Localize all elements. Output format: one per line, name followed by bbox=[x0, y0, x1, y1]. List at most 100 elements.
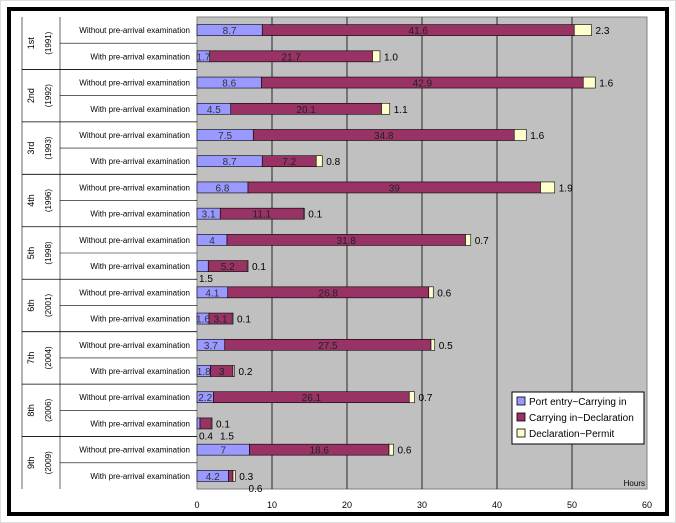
group-year-label: (1992) bbox=[44, 84, 53, 107]
subcategory-label: With pre-arrival examination bbox=[90, 210, 190, 219]
x-tick-label: 20 bbox=[342, 500, 352, 510]
group-year-label: (1998) bbox=[44, 241, 53, 264]
value-label: 0.1 bbox=[237, 315, 251, 326]
value-label: 4.1 bbox=[205, 288, 219, 299]
group-year: (2004) bbox=[44, 346, 53, 369]
group-ordinal: 1st bbox=[26, 37, 36, 50]
bar-segment bbox=[315, 155, 323, 168]
value-label: 0.4 bbox=[199, 432, 213, 443]
value-label: 0.6 bbox=[398, 446, 412, 457]
category-labels: 1st (1991) Without pre-arrival examination… bbox=[26, 26, 190, 481]
value-label: 20.1 bbox=[296, 105, 316, 116]
bar-segment bbox=[196, 417, 201, 430]
group-year-label: (2004) bbox=[44, 346, 53, 369]
group-year: (2009) bbox=[44, 451, 53, 474]
subcategory-label: With pre-arrival examination bbox=[90, 52, 190, 61]
group-ordinal: 4th bbox=[26, 194, 36, 207]
group-year: (1998) bbox=[44, 241, 53, 264]
value-label: 0.6 bbox=[437, 288, 451, 299]
legend: Port entry~Carrying in Carrying in~Decla… bbox=[511, 391, 645, 445]
subcategory-label: Without pre-arrival examination bbox=[79, 393, 190, 402]
bar-segment bbox=[372, 50, 381, 63]
subcategory-label: With pre-arrival examination bbox=[90, 262, 190, 271]
group-year: (2006) bbox=[44, 398, 53, 421]
group-year-label: (1996) bbox=[44, 189, 53, 212]
bars bbox=[196, 24, 596, 482]
value-label: 3.1 bbox=[202, 210, 216, 221]
value-label: 1.0 bbox=[384, 52, 398, 63]
group-label: 1st bbox=[26, 37, 36, 50]
subcategory-label: Without pre-arrival examination bbox=[79, 131, 190, 140]
group-ordinal: 3rd bbox=[26, 142, 36, 155]
group-year: (1992) bbox=[44, 84, 53, 107]
subcategory-label: With pre-arrival examination bbox=[90, 315, 190, 324]
value-label: 8.7 bbox=[223, 157, 237, 168]
value-label: 2.2 bbox=[198, 393, 212, 404]
subcategory-label: Without pre-arrival examination bbox=[79, 183, 190, 192]
group-label: 3rd bbox=[26, 142, 36, 155]
group-label: 4th bbox=[26, 194, 36, 207]
value-label: 3.7 bbox=[204, 341, 218, 352]
value-label: 1.5 bbox=[199, 274, 213, 285]
bar-segment bbox=[513, 129, 527, 141]
x-axis-ticks: 0 10 20 30 40 50 60 bbox=[194, 500, 652, 510]
value-label: 0.1 bbox=[308, 210, 322, 221]
value-label: 41.6 bbox=[409, 26, 429, 37]
subcategory-label: With pre-arrival examination bbox=[90, 472, 190, 481]
value-label: 42.9 bbox=[413, 79, 433, 90]
subcategory-label: Without pre-arrival examination bbox=[79, 446, 190, 455]
value-label: 27.5 bbox=[318, 341, 338, 352]
value-label: 1.6 bbox=[599, 79, 613, 90]
value-label: 4.2 bbox=[206, 472, 220, 483]
bar-segment bbox=[231, 312, 234, 325]
value-label: 4.5 bbox=[207, 105, 221, 116]
value-label: 1.5 bbox=[220, 432, 234, 443]
value-label: 7.2 bbox=[282, 157, 296, 168]
subcategory-label: With pre-arrival examination bbox=[90, 419, 190, 428]
value-label: 11.1 bbox=[253, 210, 272, 221]
value-label: 3.1 bbox=[214, 315, 228, 326]
value-label: 1.7 bbox=[196, 52, 210, 63]
bar-segment bbox=[582, 76, 596, 89]
group-ordinal: 2nd bbox=[26, 88, 36, 103]
value-label: 1.6 bbox=[530, 131, 544, 142]
subcategory-label: Without pre-arrival examination bbox=[79, 341, 190, 350]
x-axis-label: Hours bbox=[624, 479, 645, 488]
legend-swatch-port-entry bbox=[516, 396, 526, 406]
group-ordinal: 9th bbox=[26, 457, 36, 470]
value-label: 18.6 bbox=[310, 446, 330, 457]
value-label: 0.1 bbox=[216, 419, 230, 430]
value-label: 1.1 bbox=[394, 105, 408, 116]
group-ordinal: 6th bbox=[26, 299, 36, 312]
row-separators bbox=[21, 17, 197, 489]
value-label: 0.5 bbox=[439, 341, 453, 352]
x-tick-label: 60 bbox=[642, 500, 652, 510]
value-label: 26.1 bbox=[302, 393, 322, 404]
value-label: 1.8 bbox=[197, 367, 211, 378]
group-label: 2nd bbox=[26, 88, 36, 103]
legend-swatch-carrying-in bbox=[516, 412, 526, 422]
subcategory-label: Without pre-arrival examination bbox=[79, 236, 190, 245]
value-labels: 8.7 41.6 2.31.7 21.7 1.08.6 42.9 1.64.5 20.1 1.1… bbox=[196, 26, 614, 495]
value-label: 2.3 bbox=[596, 26, 610, 37]
value-label: 3 bbox=[219, 367, 225, 378]
value-label: 0.1 bbox=[252, 262, 266, 273]
value-label: 8.7 bbox=[223, 26, 237, 37]
subcategory-label: Without pre-arrival examination bbox=[79, 79, 190, 88]
group-year-label: (2001) bbox=[44, 294, 53, 317]
group-ordinal: 8th bbox=[26, 404, 36, 417]
value-label: 5.2 bbox=[221, 262, 235, 273]
bar-segment bbox=[540, 181, 556, 194]
bar-segment bbox=[232, 470, 236, 482]
subcategory-label: With pre-arrival examination bbox=[90, 367, 190, 376]
value-label: 34.8 bbox=[374, 131, 394, 142]
bar-segment bbox=[303, 207, 305, 220]
subcategory-label: Without pre-arrival examination bbox=[79, 26, 190, 35]
bar-segment bbox=[428, 286, 434, 299]
group-label: 8th bbox=[26, 404, 36, 417]
group-year: (1993) bbox=[44, 136, 53, 159]
value-label: 1.6 bbox=[196, 315, 210, 326]
group-label: 9th bbox=[26, 457, 36, 470]
subcategory-label: With pre-arrival examination bbox=[90, 105, 190, 114]
